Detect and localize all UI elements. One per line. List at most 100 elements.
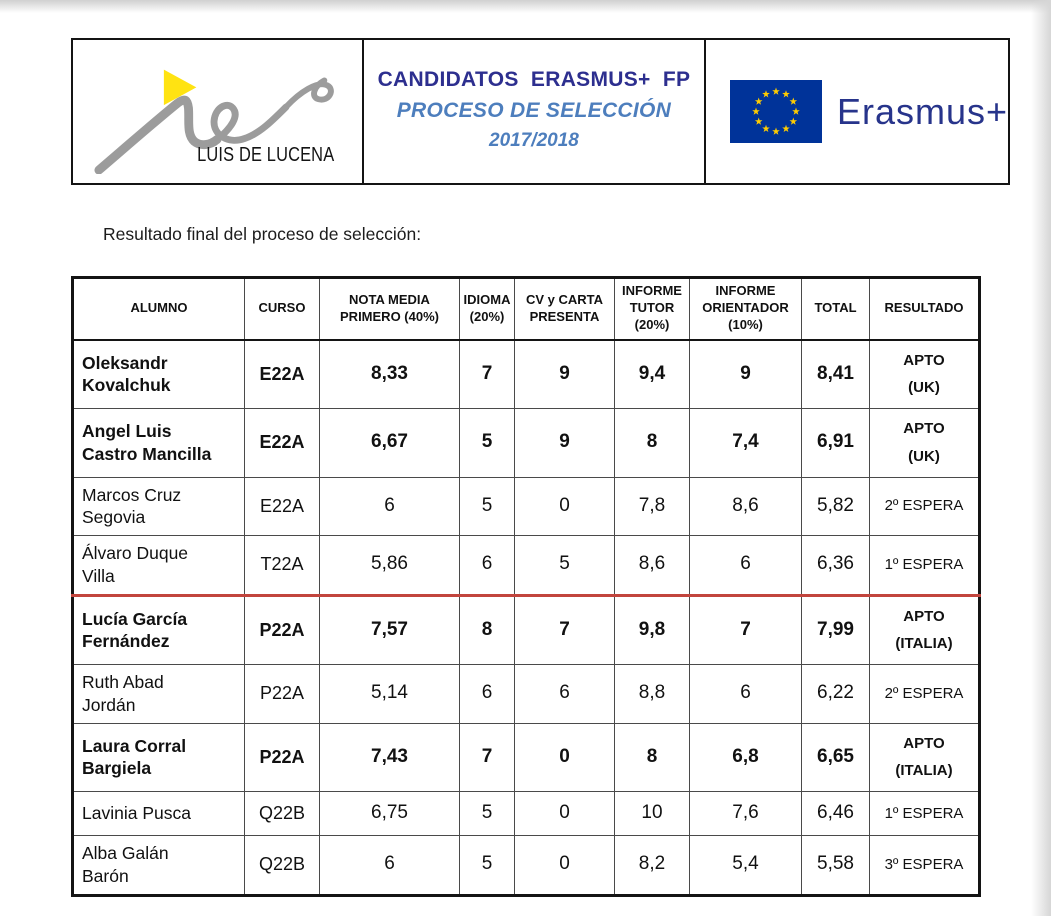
cell-total: 5,82: [801, 476, 870, 536]
cell-curso: Q22B: [244, 835, 320, 896]
cell-cv_carta: 0: [514, 722, 615, 792]
ies-script-logo-icon: [94, 69, 334, 174]
cell-idioma: 6: [459, 535, 515, 597]
document-title-cell: CANDIDATOS ERASMUS+ FP PROCESO DE SELECC…: [364, 40, 706, 183]
column-header-8: RESULTADO: [869, 277, 980, 341]
page-top-shade: [0, 0, 1051, 13]
cell-nota_media: 6: [319, 835, 460, 896]
cell-informe_orientador: 8,6: [689, 476, 802, 536]
cell-total: 6,36: [801, 535, 870, 597]
title-line-3: 2017/2018: [489, 129, 579, 151]
column-header-2: NOTA MEDIA PRIMERO (40%): [319, 277, 460, 341]
column-header-0: ALUMNO: [72, 277, 245, 341]
cell-total: 6,22: [801, 664, 870, 724]
cell-idioma: 5: [459, 835, 515, 896]
cell-alumno: Marcos Cruz Segovia: [72, 476, 245, 536]
results-table: ALUMNO CURSO NOTA MEDIA PRIMERO (40%) IDIOM…: [71, 276, 981, 897]
letterhead: LUIS DE LUCENA CANDIDATOS ERASMUS+ FP PR…: [71, 38, 1010, 185]
cell-idioma: 5: [459, 476, 515, 536]
cell-alumno: Lucía García Fernández: [72, 594, 245, 665]
cell-resultado: APTO (UK): [869, 408, 980, 478]
column-header-7: TOTAL: [801, 277, 870, 341]
cell-total: 5,58: [801, 835, 870, 896]
cell-informe_tutor: 9,4: [614, 339, 690, 409]
cell-cv_carta: 9: [514, 408, 615, 478]
column-header-4: CV y CARTA PRESENTA: [514, 277, 615, 341]
cell-alumno: Lavinia Pusca: [72, 791, 245, 836]
cell-nota_media: 6,75: [319, 791, 460, 836]
table-row: Ruth Abad Jordán P22A 5,14 6 6 8,8 6 6,22 2º ESP…: [72, 664, 980, 724]
cell-cv_carta: 6: [514, 664, 615, 724]
eu-flag-icon: [729, 80, 822, 143]
cell-idioma: 6: [459, 664, 515, 724]
cell-informe_orientador: 9: [689, 339, 802, 409]
cell-alumno: Laura Corral Bargiela: [72, 722, 245, 792]
table-row: Oleksandr Kovalchuk E22A 8,33 7 9 9,4 9 8,41 APT…: [72, 339, 980, 409]
cell-curso: Q22B: [244, 791, 320, 836]
cell-informe_orientador: 7,6: [689, 791, 802, 836]
cell-resultado: APTO (ITALIA): [869, 722, 980, 792]
table-header-row: ALUMNO CURSO NOTA MEDIA PRIMERO (40%) IDIOM…: [72, 277, 980, 341]
column-header-1: CURSO: [244, 277, 320, 341]
cell-nota_media: 6,67: [319, 408, 460, 478]
cell-nota_media: 5,86: [319, 535, 460, 597]
table-row: Angel Luis Castro Mancilla E22A 6,67 5 9 8 7,4…: [72, 408, 980, 478]
cell-informe_tutor: 8: [614, 722, 690, 792]
cell-nota_media: 5,14: [319, 664, 460, 724]
cell-informe_orientador: 6,8: [689, 722, 802, 792]
table-row: Marcos Cruz Segovia E22A 6 5 0 7,8 8,6 5,82 2º E…: [72, 476, 980, 536]
cell-curso: P22A: [244, 594, 320, 665]
title-line-2: PROCESO DE SELECCIÓN: [396, 98, 672, 122]
cell-resultado: 2º ESPERA: [869, 664, 980, 724]
cell-nota_media: 7,57: [319, 594, 460, 665]
cell-informe_tutor: 8,2: [614, 835, 690, 896]
cell-informe_orientador: 6: [689, 664, 802, 724]
table-row: Lavinia Pusca Q22B 6,75 5 0 10 7,6 6,46 1º ESPER…: [72, 791, 980, 836]
cell-cv_carta: 9: [514, 339, 615, 409]
cell-cv_carta: 0: [514, 835, 615, 896]
cell-resultado: 1º ESPERA: [869, 791, 980, 836]
column-header-3: IDIOMA (20%): [459, 277, 515, 341]
table-row: Laura Corral Bargiela P22A 7,43 7 0 8 6,8 6,65 A…: [72, 722, 980, 792]
cell-idioma: 5: [459, 791, 515, 836]
cell-nota_media: 7,43: [319, 722, 460, 792]
cell-informe_orientador: 7: [689, 594, 802, 665]
cell-informe_tutor: 9,8: [614, 594, 690, 665]
cell-informe_orientador: 7,4: [689, 408, 802, 478]
cell-total: 7,99: [801, 594, 870, 665]
cell-informe_tutor: 10: [614, 791, 690, 836]
cell-resultado: 3º ESPERA: [869, 835, 980, 896]
cell-resultado: 1º ESPERA: [869, 535, 980, 597]
cell-curso: E22A: [244, 339, 320, 409]
table-row: Alba Galán Barón Q22B 6 5 0 8,2 5,4 5,58 3º ESPE…: [72, 835, 980, 896]
cell-alumno: Oleksandr Kovalchuk: [72, 339, 245, 409]
cell-nota_media: 6: [319, 476, 460, 536]
cell-informe_orientador: 5,4: [689, 835, 802, 896]
cell-curso: T22A: [244, 535, 320, 597]
cell-alumno: Ruth Abad Jordán: [72, 664, 245, 724]
cell-cv_carta: 5: [514, 535, 615, 597]
cell-alumno: Álvaro Duque Villa: [72, 535, 245, 597]
cell-informe_tutor: 8,8: [614, 664, 690, 724]
cell-curso: P22A: [244, 722, 320, 792]
cell-idioma: 7: [459, 722, 515, 792]
cell-informe_orientador: 6: [689, 535, 802, 597]
cell-total: 6,46: [801, 791, 870, 836]
cell-idioma: 5: [459, 408, 515, 478]
cell-total: 6,91: [801, 408, 870, 478]
erasmus-logo-cell: Erasmus+: [706, 40, 1008, 183]
cell-total: 8,41: [801, 339, 870, 409]
cell-informe_tutor: 7,8: [614, 476, 690, 536]
column-header-6: INFORME ORIENTADOR (10%): [689, 277, 802, 341]
school-name: LUIS DE LUCENA: [196, 144, 334, 166]
page-right-shade: [1031, 0, 1051, 916]
school-logo-cell: LUIS DE LUCENA: [73, 40, 364, 183]
cell-curso: P22A: [244, 664, 320, 724]
section-heading: Resultado final del proceso de selección…: [103, 224, 422, 244]
cell-alumno: Alba Galán Barón: [72, 835, 245, 896]
table-row: Álvaro Duque Villa T22A 5,86 6 5 8,6 6 6,36 1º E…: [72, 535, 980, 597]
cell-resultado: APTO (UK): [869, 339, 980, 409]
column-header-5: INFORME TUTOR (20%): [614, 277, 690, 341]
cell-alumno: Angel Luis Castro Mancilla: [72, 408, 245, 478]
cell-curso: E22A: [244, 476, 320, 536]
